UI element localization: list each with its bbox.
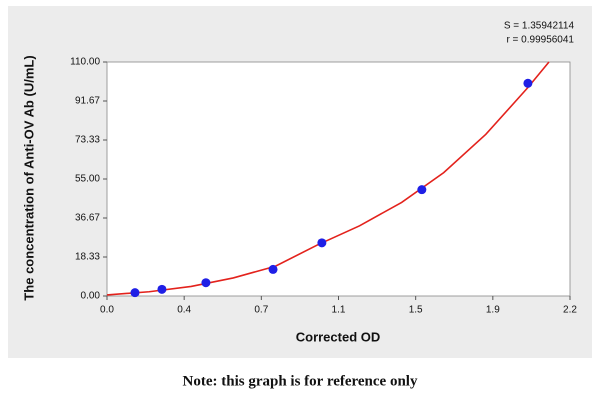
y-tick-label: 110.00 [70,57,100,68]
x-tick-label: 0.4 [177,305,191,316]
data-point [157,284,167,294]
annotation: r = 0.99956041 [506,35,574,46]
y-axis-title: The concentration of Anti-OV Ab (U/mL) [21,55,36,300]
x-tick-label: 0.7 [254,305,268,316]
fit-curve [106,61,550,296]
x-tick-label: 1.1 [332,305,346,316]
data-point [523,78,533,88]
data-point [268,264,278,274]
y-tick-label: 73.33 [75,135,100,146]
x-tick-label: 2.2 [563,305,577,316]
data-point [201,278,211,288]
y-tick-label: 55.00 [75,174,100,185]
y-tick-label: 36.67 [75,213,100,224]
x-tick-label: 1.9 [486,305,500,316]
data-point [417,185,427,195]
y-tick-label: 18.33 [75,252,100,263]
note: Note: this graph is for reference only [183,373,418,389]
data-point [130,288,140,298]
x-axis-title: Corrected OD [296,329,381,344]
x-tick-label: 0.0 [100,305,114,316]
y-tick-label: 91.67 [75,96,100,107]
y-tick-label: 0.00 [81,291,101,302]
data-point [317,238,327,248]
plot-area [106,61,571,297]
annotation: S = 1.35942114 [504,21,575,32]
x-tick-label: 1.5 [409,305,423,316]
